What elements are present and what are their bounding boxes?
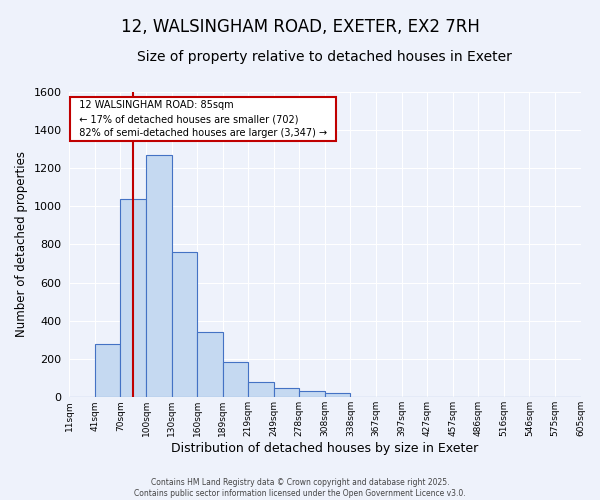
Text: 12, WALSINGHAM ROAD, EXETER, EX2 7RH: 12, WALSINGHAM ROAD, EXETER, EX2 7RH <box>121 18 479 36</box>
Bar <box>95 344 121 398</box>
Bar <box>197 332 223 398</box>
Bar <box>121 198 146 398</box>
X-axis label: Distribution of detached houses by size in Exeter: Distribution of detached houses by size … <box>171 442 479 455</box>
Bar <box>172 252 197 398</box>
Bar <box>299 390 325 398</box>
Text: 12 WALSINGHAM ROAD: 85sqm
  ← 17% of detached houses are smaller (702)
  82% of : 12 WALSINGHAM ROAD: 85sqm ← 17% of detac… <box>73 100 334 138</box>
Bar <box>325 392 350 398</box>
Bar <box>223 362 248 398</box>
Text: Contains HM Land Registry data © Crown copyright and database right 2025.
Contai: Contains HM Land Registry data © Crown c… <box>134 478 466 498</box>
Bar <box>248 382 274 398</box>
Title: Size of property relative to detached houses in Exeter: Size of property relative to detached ho… <box>137 50 512 64</box>
Bar <box>274 388 299 398</box>
Bar <box>146 154 172 398</box>
Y-axis label: Number of detached properties: Number of detached properties <box>15 152 28 338</box>
